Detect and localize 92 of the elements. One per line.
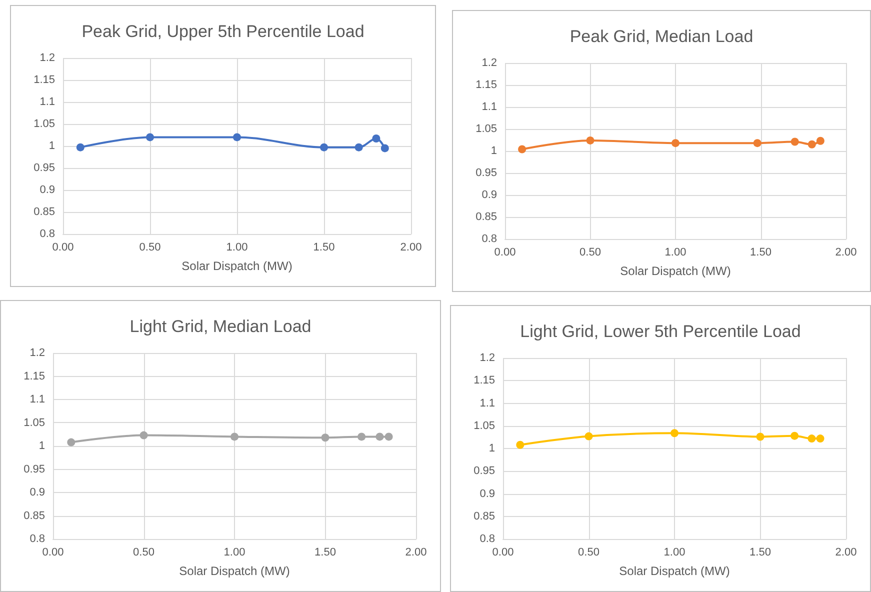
y-tick-label: 1.1 [480, 397, 495, 410]
x-axis-title: Solar Dispatch (MW) [182, 259, 292, 273]
y-tick-label: 1.15 [476, 79, 497, 91]
x-tick-label: 2.00 [400, 242, 422, 254]
y-tick-label: 0.95 [34, 162, 55, 174]
y-tick-label: 1.05 [476, 123, 497, 135]
y-tick-label: 1.05 [474, 420, 495, 432]
point [584, 432, 593, 440]
y-tick-label: 0.8 [30, 533, 45, 545]
y-tick-label: 1.15 [474, 374, 495, 387]
x-tick-label: 1.50 [750, 246, 772, 258]
x-tick-label: 1.50 [313, 242, 335, 254]
y-tick-label: 1.15 [34, 74, 55, 86]
y-tick-label: 1 [38, 440, 45, 452]
point [672, 139, 680, 148]
point [376, 432, 384, 441]
y-tick-label: 0.8 [40, 228, 55, 240]
y-tick-label: 0.85 [474, 510, 495, 522]
y-tick-label: 0.95 [24, 463, 45, 476]
point [816, 434, 824, 443]
x-axis-title: Solar Dispatch (MW) [179, 564, 290, 578]
y-tick-label: 1.2 [480, 352, 495, 364]
point [756, 432, 764, 441]
x-tick-label: 2.00 [405, 546, 427, 558]
point [790, 138, 799, 146]
x-tick-label: 0.00 [42, 546, 64, 558]
y-tick-label: 0.85 [34, 206, 55, 218]
x-tick-label: 1.00 [226, 242, 248, 254]
x-tick-label: 0.50 [580, 246, 601, 258]
x-tick-label: 1.00 [224, 546, 246, 558]
y-tick-label: 0.8 [480, 533, 495, 545]
point [140, 431, 148, 440]
point [354, 143, 363, 152]
y-tick-label: 1 [48, 140, 55, 152]
point [67, 438, 76, 446]
x-tick-label: 0.00 [52, 242, 74, 254]
x-axis-title: Solar Dispatch (MW) [619, 564, 730, 578]
y-tick-label: 0.9 [480, 488, 495, 500]
y-tick-label: 1.15 [24, 370, 45, 382]
point [372, 134, 380, 143]
point [516, 440, 524, 449]
point [384, 432, 393, 441]
point [76, 143, 84, 152]
y-tick-label: 1.2 [30, 347, 45, 359]
point [790, 432, 799, 440]
x-tick-label: 0.50 [139, 242, 161, 254]
point [808, 434, 816, 443]
x-tick-label: 2.00 [835, 246, 857, 258]
point [321, 434, 330, 442]
x-tick-label: 1.00 [664, 246, 686, 258]
point [146, 133, 154, 142]
point [670, 429, 678, 438]
y-tick-label: 1.1 [30, 394, 45, 406]
y-tick-label: 0.95 [476, 167, 497, 179]
y-tick-label: 1.2 [482, 57, 497, 69]
y-tick-label: 0.85 [476, 211, 497, 223]
y-tick-label: 0.8 [482, 233, 497, 245]
point [380, 144, 389, 152]
y-tick-label: 1.2 [40, 52, 55, 64]
x-tick-label: 0.50 [133, 546, 154, 558]
chart-title: Light Grid, Median Load [130, 317, 312, 336]
x-tick-label: 1.50 [750, 546, 771, 558]
y-tick-label: 1.1 [482, 101, 497, 113]
point [230, 432, 238, 441]
x-tick-label: 0.00 [492, 546, 514, 558]
point [816, 136, 824, 145]
y-tick-label: 1.05 [34, 118, 55, 130]
x-tick-label: 0.50 [578, 546, 600, 558]
point [753, 139, 762, 148]
chart-title: Peak Grid, Upper 5th Percentile Load [82, 22, 364, 41]
x-tick-label: 0.00 [494, 246, 516, 258]
x-tick-label: 2.00 [835, 546, 857, 558]
y-tick-label: 0.85 [24, 510, 45, 522]
point [586, 136, 594, 144]
x-axis-title: Solar Dispatch (MW) [620, 264, 731, 278]
point [358, 432, 366, 441]
y-tick-label: 1.1 [40, 96, 55, 108]
x-tick-label: 1.50 [314, 546, 336, 558]
point [808, 140, 816, 148]
chart-title: Peak Grid, Median Load [570, 27, 754, 46]
point [518, 145, 526, 154]
point [320, 143, 328, 152]
y-tick-label: 1 [490, 145, 497, 157]
y-tick-label: 0.9 [40, 184, 55, 196]
chart-title: Light Grid, Lower 5th Percentile Load [520, 322, 801, 341]
y-tick-label: 0.9 [482, 189, 497, 201]
y-tick-label: 1 [488, 442, 495, 454]
y-tick-label: 1.05 [24, 416, 45, 429]
point [233, 133, 241, 142]
y-tick-label: 0.9 [30, 486, 45, 498]
y-tick-label: 0.95 [474, 465, 495, 478]
x-tick-label: 1.00 [664, 546, 686, 558]
